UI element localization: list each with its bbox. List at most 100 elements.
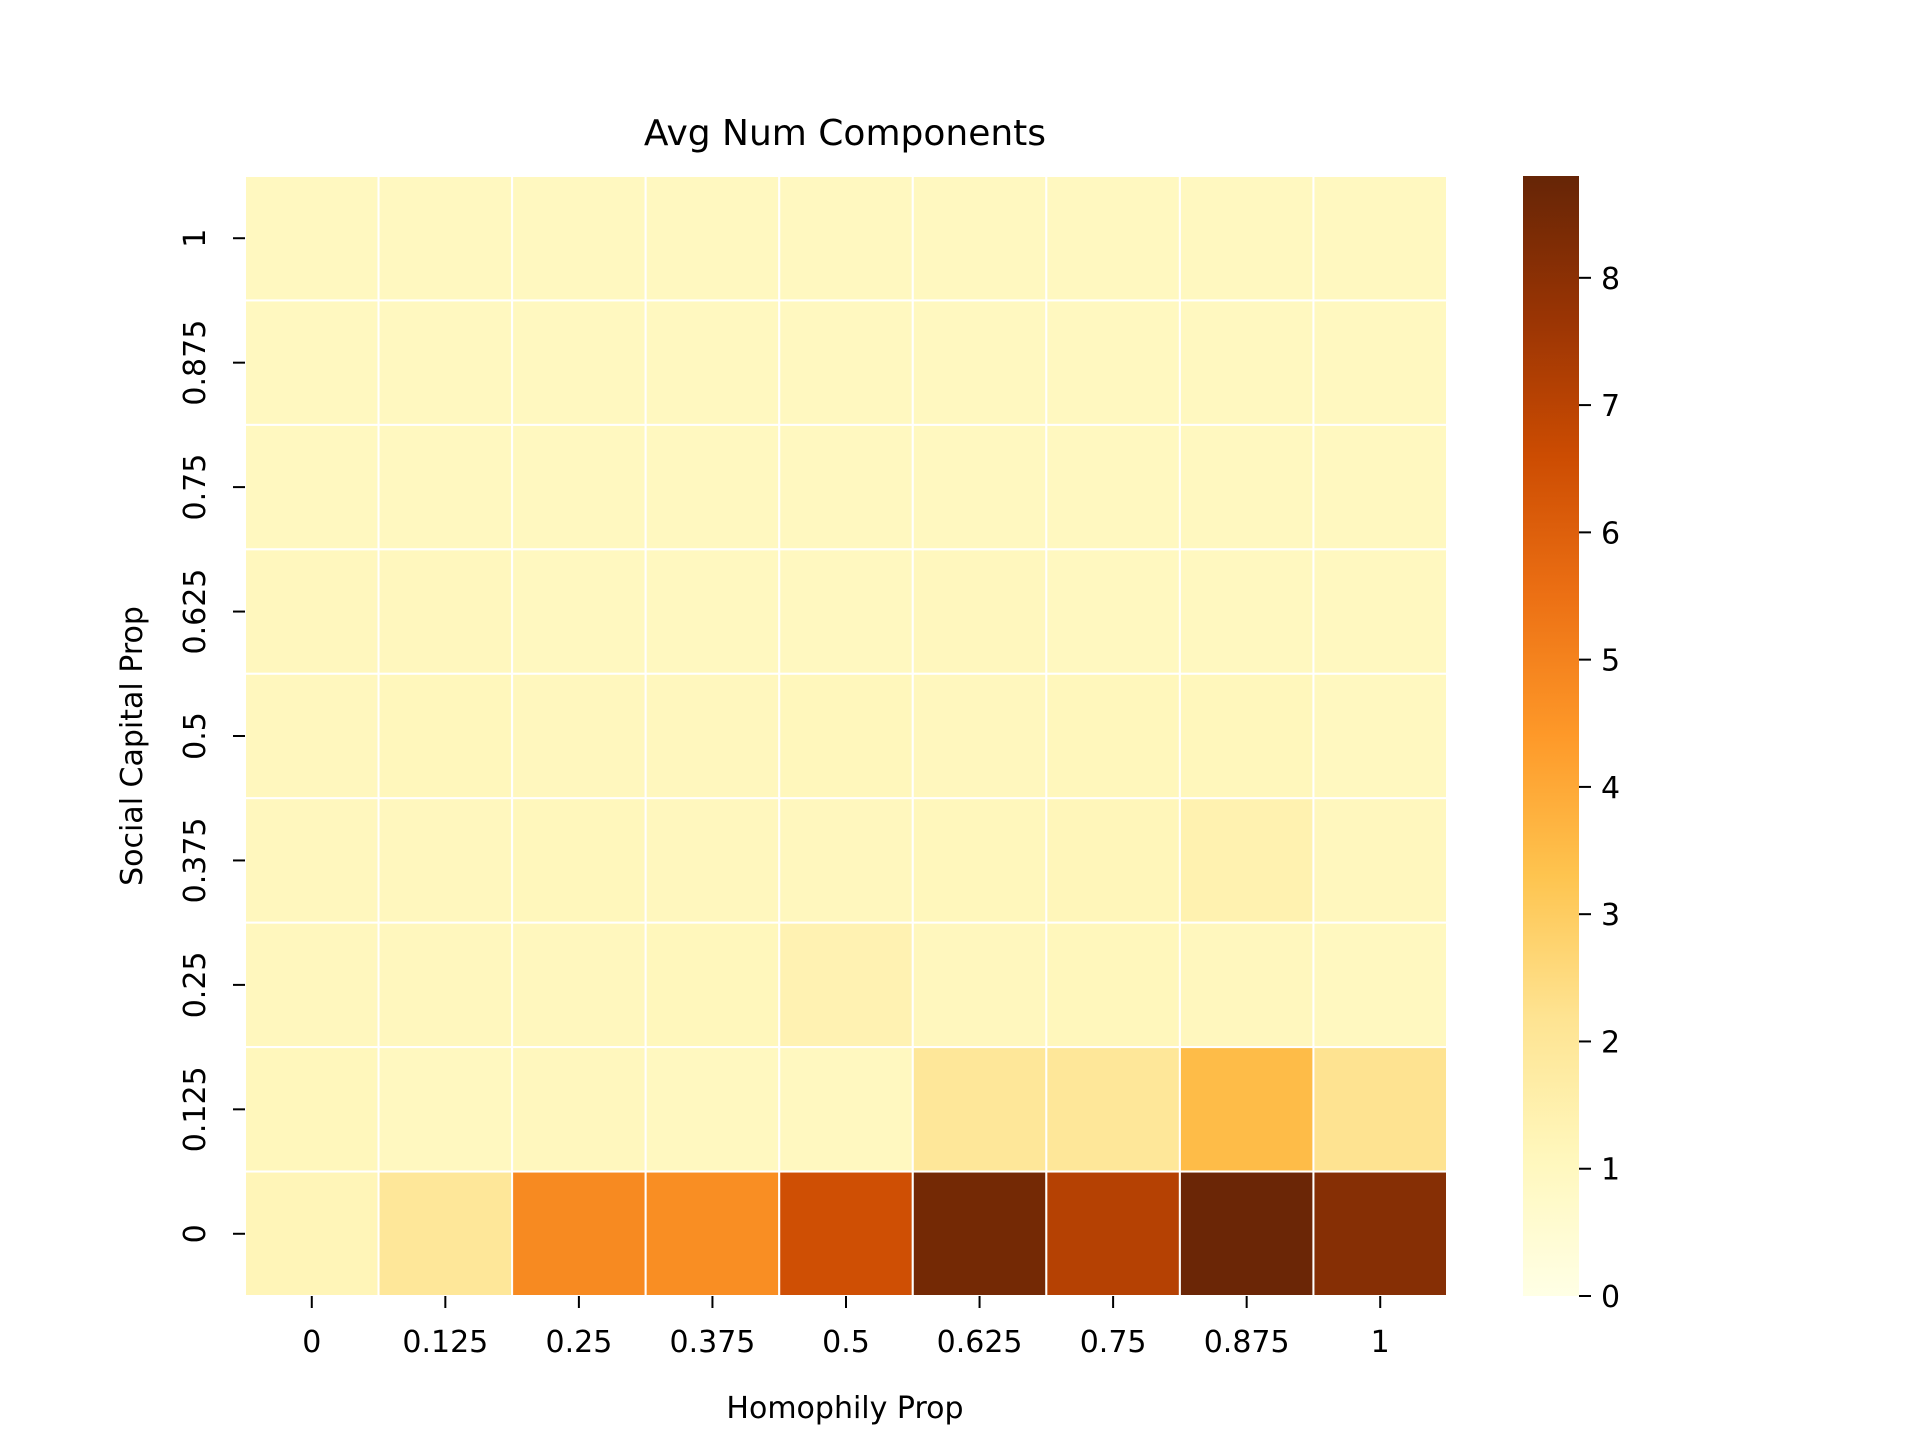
y-tick-label: 0 xyxy=(178,1224,213,1243)
heatmap-cell xyxy=(1045,672,1181,800)
heatmap-cell xyxy=(244,921,380,1049)
heatmap-cell xyxy=(1312,1170,1449,1297)
colorbar-tick-label: 1 xyxy=(1601,1153,1620,1188)
heatmap-cell xyxy=(1312,1046,1449,1173)
y-tick-label: 0.625 xyxy=(178,569,213,655)
heatmap-cell xyxy=(377,175,514,302)
heatmap-cell xyxy=(1178,1046,1315,1173)
heatmap-cell xyxy=(1178,797,1315,924)
heatmap-cell xyxy=(644,797,781,924)
heatmap-cell xyxy=(778,1046,914,1173)
colorbar-tick-label: 4 xyxy=(1601,771,1620,806)
y-tick-label: 0.125 xyxy=(178,1066,213,1152)
heatmap-cell xyxy=(511,299,647,426)
heatmap-cell xyxy=(244,175,380,302)
heatmap-cell xyxy=(377,423,514,551)
heatmap-cell xyxy=(644,921,781,1049)
heatmap-cell xyxy=(1045,175,1181,302)
heatmap-cell xyxy=(644,1046,781,1173)
heatmap-cell xyxy=(1045,299,1181,426)
colorbar-tick-label: 8 xyxy=(1601,262,1620,297)
heatmap-cell xyxy=(1178,423,1315,551)
heatmap-cell xyxy=(511,175,647,302)
heatmap-cell xyxy=(244,423,380,551)
heatmap-cell xyxy=(377,797,514,924)
heatmap-cell xyxy=(1045,1170,1181,1297)
x-tick-label: 0.375 xyxy=(669,1325,755,1360)
colorbar-tick-label: 3 xyxy=(1601,898,1620,933)
heatmap-cell xyxy=(644,1170,781,1297)
heatmap-cell xyxy=(778,672,914,800)
heatmap-cell xyxy=(511,921,647,1049)
heatmap-cell xyxy=(778,1170,914,1297)
heatmap-cell xyxy=(644,423,781,551)
colorbar-tick-label: 0 xyxy=(1601,1280,1620,1315)
heatmap-cell xyxy=(644,175,781,302)
heatmap-cell xyxy=(511,548,647,675)
heatmap-cell xyxy=(1312,423,1449,551)
chart-title: Avg Num Components xyxy=(644,113,1046,154)
heatmap-cell xyxy=(778,797,914,924)
x-axis-ticks: 0 0.125 0.25 0.375 0.5 0.625 0.75 0.875 1 xyxy=(302,1296,1390,1360)
x-tick-label: 0.125 xyxy=(402,1325,488,1360)
heatmap-cell xyxy=(1312,921,1449,1049)
heatmap-cell xyxy=(911,175,1048,302)
heatmap-cell xyxy=(377,921,514,1049)
heatmap-cell xyxy=(511,423,647,551)
colorbar-tick-label: 6 xyxy=(1601,516,1620,551)
heatmap-cell xyxy=(1045,797,1181,924)
x-tick-label: 0.25 xyxy=(545,1325,612,1360)
x-tick-label: 0.75 xyxy=(1080,1325,1147,1360)
colorbar xyxy=(1523,176,1579,1296)
y-tick-label: 0.25 xyxy=(178,951,213,1018)
x-tick-label: 0.625 xyxy=(937,1325,1023,1360)
colorbar-tick-label: 7 xyxy=(1601,389,1620,424)
heatmap-cell xyxy=(911,672,1048,800)
heatmap-cell xyxy=(1045,423,1181,551)
y-tick-label: 0.875 xyxy=(178,320,213,406)
heatmap-cell xyxy=(1312,672,1449,800)
y-tick-label: 0.75 xyxy=(178,454,213,521)
heatmap-cell xyxy=(644,672,781,800)
x-tick-label: 0.5 xyxy=(822,1325,870,1360)
heatmap-cell xyxy=(1045,548,1181,675)
heatmap-cell xyxy=(1178,1170,1315,1297)
y-tick-label: 0.5 xyxy=(178,712,213,760)
heatmap-cell xyxy=(377,1170,514,1297)
x-tick-label: 1 xyxy=(1371,1325,1390,1360)
heatmap-cell xyxy=(778,423,914,551)
heatmap-cell xyxy=(778,548,914,675)
y-axis-ticks: 0 0.125 0.25 0.375 0.5 0.625 0.75 0.875 1 xyxy=(178,229,245,1243)
heatmap-cell xyxy=(377,299,514,426)
heatmap-cell xyxy=(244,548,380,675)
heatmap-cell xyxy=(911,797,1048,924)
heatmap-cell xyxy=(1045,921,1181,1049)
heatmap-cell xyxy=(511,1170,647,1297)
heatmap-cell xyxy=(1178,921,1315,1049)
heatmap-cell xyxy=(377,672,514,800)
heatmap-cell xyxy=(778,921,914,1049)
heatmap-cells xyxy=(244,175,1449,1297)
heatmap-cell xyxy=(244,1170,380,1297)
colorbar-ticks: 0 1 2 3 4 5 6 7 8 xyxy=(1579,262,1620,1315)
heatmap-cell xyxy=(911,548,1048,675)
heatmap-cell xyxy=(911,299,1048,426)
heatmap-cell xyxy=(1178,299,1315,426)
heatmap-cell xyxy=(1312,548,1449,675)
heatmap-cell xyxy=(911,423,1048,551)
heatmap-cell xyxy=(511,672,647,800)
y-axis-label: Social Capital Prop xyxy=(115,606,150,886)
y-tick-label: 0.375 xyxy=(178,817,213,903)
heatmap-cell xyxy=(1312,797,1449,924)
x-tick-label: 0 xyxy=(302,1325,321,1360)
heatmap-cell xyxy=(244,797,380,924)
x-tick-label: 0.875 xyxy=(1204,1325,1290,1360)
heatmap-cell xyxy=(911,1170,1048,1297)
heatmap-cell xyxy=(778,299,914,426)
heatmap-cell xyxy=(1178,548,1315,675)
heatmap-cell xyxy=(644,299,781,426)
heatmap-cell xyxy=(377,548,514,675)
heatmap-cell xyxy=(1178,175,1315,302)
heatmap-cell xyxy=(244,299,380,426)
